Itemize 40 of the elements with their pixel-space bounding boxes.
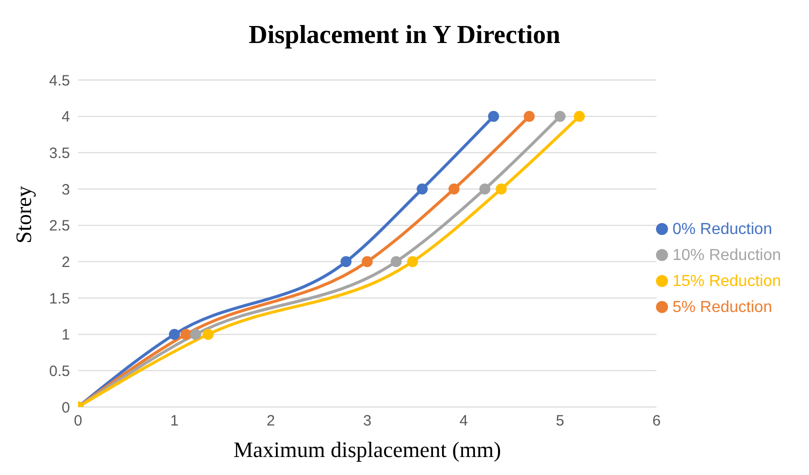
point — [496, 184, 507, 194]
point — [488, 110, 500, 122]
y-axis-title: Storey — [10, 186, 36, 244]
point — [202, 328, 214, 340]
legend-label: 10% Reduction — [672, 246, 781, 264]
point — [416, 184, 428, 194]
y-tick-label: 4 — [62, 108, 70, 126]
y-tick-label: 1 — [62, 326, 70, 344]
x-tick-label: 3 — [363, 412, 372, 430]
y-tick-label: 4.5 — [49, 72, 70, 90]
x-axis-title: Maximum displacement (mm) — [233, 437, 502, 462]
point — [554, 110, 566, 122]
point — [479, 184, 490, 194]
y-tick-label: 3 — [62, 181, 70, 198]
y-tick-label: 2.5 — [49, 218, 70, 235]
point — [340, 256, 352, 268]
y-tick-label: 0.5 — [49, 362, 70, 380]
x-tick-label: 6 — [652, 412, 661, 430]
y-tick-label: 1.5 — [49, 290, 70, 308]
point — [574, 110, 585, 122]
chart-title: Displacement in Y Direction — [248, 20, 562, 51]
point — [407, 256, 418, 268]
point — [362, 256, 373, 268]
x-tick-label: 2 — [266, 412, 275, 430]
point — [190, 328, 202, 340]
legend-label: 5% Reduction — [672, 298, 772, 316]
x-tick-label: 0 — [74, 412, 82, 430]
point — [390, 256, 402, 268]
x-tick-label: 4 — [459, 412, 468, 430]
point — [524, 110, 535, 122]
y-tick-label: 2 — [62, 254, 70, 271]
legend-label: 15% Reduction — [672, 272, 781, 290]
point — [180, 328, 192, 340]
point — [448, 184, 460, 194]
y-tick-label: 0 — [62, 399, 70, 416]
x-tick-label: 1 — [170, 412, 179, 430]
legend-label: 0% Reduction — [672, 220, 772, 238]
y-tick-label: 3.5 — [49, 144, 70, 162]
point — [168, 328, 180, 340]
x-tick-label: 5 — [556, 412, 564, 430]
